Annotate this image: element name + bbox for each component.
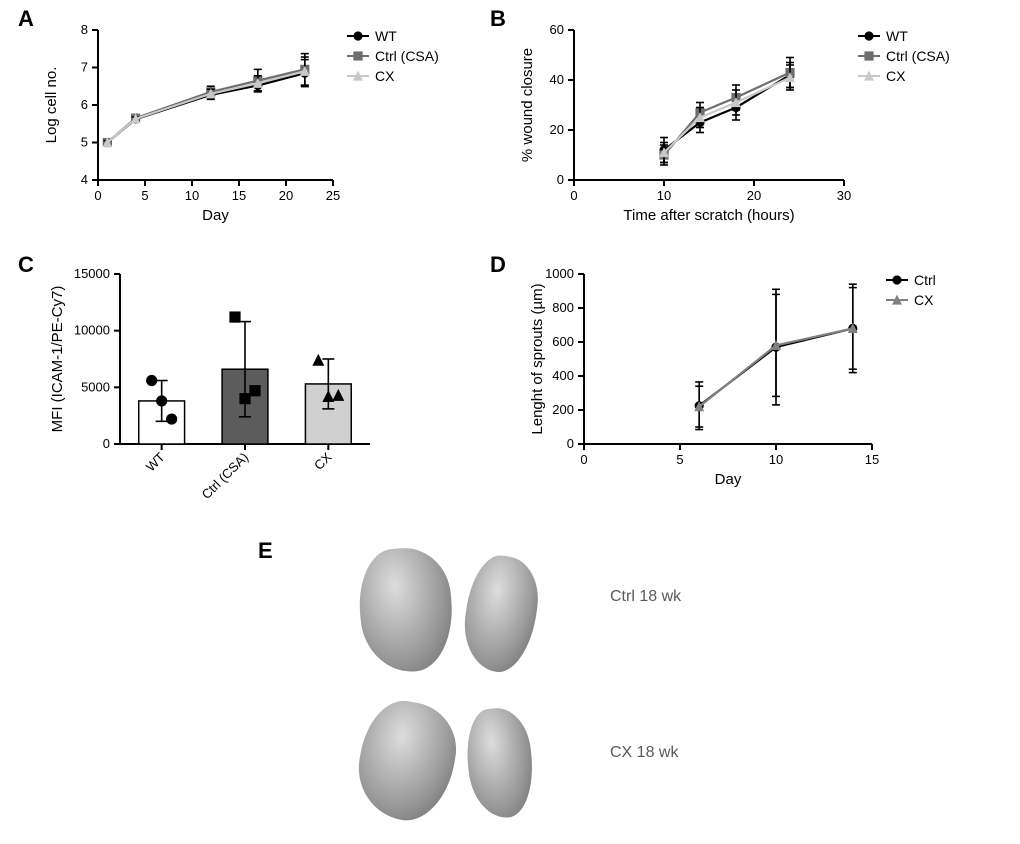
svg-text:800: 800: [552, 300, 574, 315]
svg-text:15: 15: [232, 188, 246, 203]
panel-b-svg: 0 10 20 30 0 20 40 60 Time after scratch (hours)…: [506, 18, 996, 233]
svg-text:5: 5: [81, 135, 88, 150]
panel-b-letter: B: [490, 6, 506, 32]
svg-text:5000: 5000: [81, 379, 110, 394]
svg-text:0: 0: [103, 436, 110, 451]
panel-e-label-ctrl: Ctrl 18 wk: [610, 588, 681, 606]
svg-text:10000: 10000: [74, 323, 110, 338]
svg-text:8: 8: [81, 22, 88, 37]
svg-text:Day: Day: [715, 471, 742, 488]
svg-text:200: 200: [552, 402, 574, 417]
svg-text:0: 0: [580, 452, 587, 467]
svg-text:CX: CX: [886, 68, 906, 84]
svg-text:10: 10: [185, 188, 199, 203]
svg-text:15: 15: [865, 452, 879, 467]
svg-text:CX: CX: [375, 68, 395, 84]
svg-text:MFI (ICAM-1/PE-Cy7): MFI (ICAM-1/PE-Cy7): [49, 286, 66, 433]
svg-text:20: 20: [747, 188, 761, 203]
panel-e-letter: E: [258, 538, 273, 564]
svg-text:30: 30: [837, 188, 851, 203]
panel-d-svg: 0 5 10 15 0 200 400 600 800 1000 Day Lenght of spro…: [506, 262, 996, 497]
svg-text:10: 10: [769, 452, 783, 467]
panel-e-label-cx: CX 18 wk: [610, 744, 678, 762]
panel-c-svg: 0 5000 10000 15000 MFI (ICAM-1/PE-Cy7) WT Ctrl…: [30, 262, 430, 522]
svg-text:Log cell no.: Log cell no.: [43, 67, 60, 144]
svg-text:20: 20: [550, 122, 564, 137]
panel-d: 0 5 10 15 0 200 400 600 800 1000 Day Lenght of spro…: [506, 262, 996, 497]
svg-text:20: 20: [279, 188, 293, 203]
svg-text:Ctrl (CSA): Ctrl (CSA): [375, 48, 439, 64]
svg-text:WT: WT: [375, 28, 397, 44]
svg-text:5: 5: [141, 188, 148, 203]
panel-e-image-cx: [350, 695, 463, 828]
svg-text:0: 0: [557, 172, 564, 187]
panel-b: 0 10 20 30 0 20 40 60 Time after scratch (hours)…: [506, 18, 996, 233]
svg-text:Ctrl: Ctrl: [914, 272, 936, 288]
svg-text:7: 7: [81, 60, 88, 75]
svg-text:4: 4: [81, 172, 88, 187]
svg-text:0: 0: [567, 436, 574, 451]
svg-text:Ctrl (CSA): Ctrl (CSA): [886, 48, 950, 64]
svg-text:400: 400: [552, 368, 574, 383]
svg-text:1000: 1000: [545, 266, 574, 281]
svg-text:0: 0: [570, 188, 577, 203]
svg-text:60: 60: [550, 22, 564, 37]
panel-a-svg: 0 5 10 15 20 25 4 5 6 7 8 Day Log cell no. WT Ctrl (CS…: [30, 18, 470, 233]
panel-e-image-ctrl: [355, 544, 457, 676]
svg-text:% wound closure: % wound closure: [519, 48, 536, 162]
svg-text:600: 600: [552, 334, 574, 349]
svg-text:5: 5: [676, 452, 683, 467]
svg-text:Day: Day: [202, 207, 229, 224]
svg-text:Lenght of sprouts (µm): Lenght of sprouts (µm): [529, 283, 546, 434]
panel-e-image-cx-2: [462, 705, 537, 821]
svg-text:CX: CX: [311, 449, 335, 473]
svg-text:WT: WT: [886, 28, 908, 44]
svg-text:Ctrl (CSA): Ctrl (CSA): [199, 450, 251, 502]
svg-text:Time after scratch (hours): Time after scratch (hours): [623, 207, 794, 224]
panel-c: 0 5000 10000 15000 MFI (ICAM-1/PE-Cy7) WT Ctrl…: [30, 262, 430, 522]
panel-d-letter: D: [490, 252, 506, 278]
panel-e-image-ctrl-2: [458, 552, 543, 677]
panel-a: 0 5 10 15 20 25 4 5 6 7 8 Day Log cell no. WT Ctrl (CS…: [30, 18, 470, 233]
svg-text:25: 25: [326, 188, 340, 203]
svg-text:15000: 15000: [74, 266, 110, 281]
svg-text:0: 0: [94, 188, 101, 203]
svg-text:40: 40: [550, 72, 564, 87]
svg-text:10: 10: [657, 188, 671, 203]
svg-text:CX: CX: [914, 292, 934, 308]
svg-text:6: 6: [81, 97, 88, 112]
svg-text:WT: WT: [143, 449, 168, 474]
